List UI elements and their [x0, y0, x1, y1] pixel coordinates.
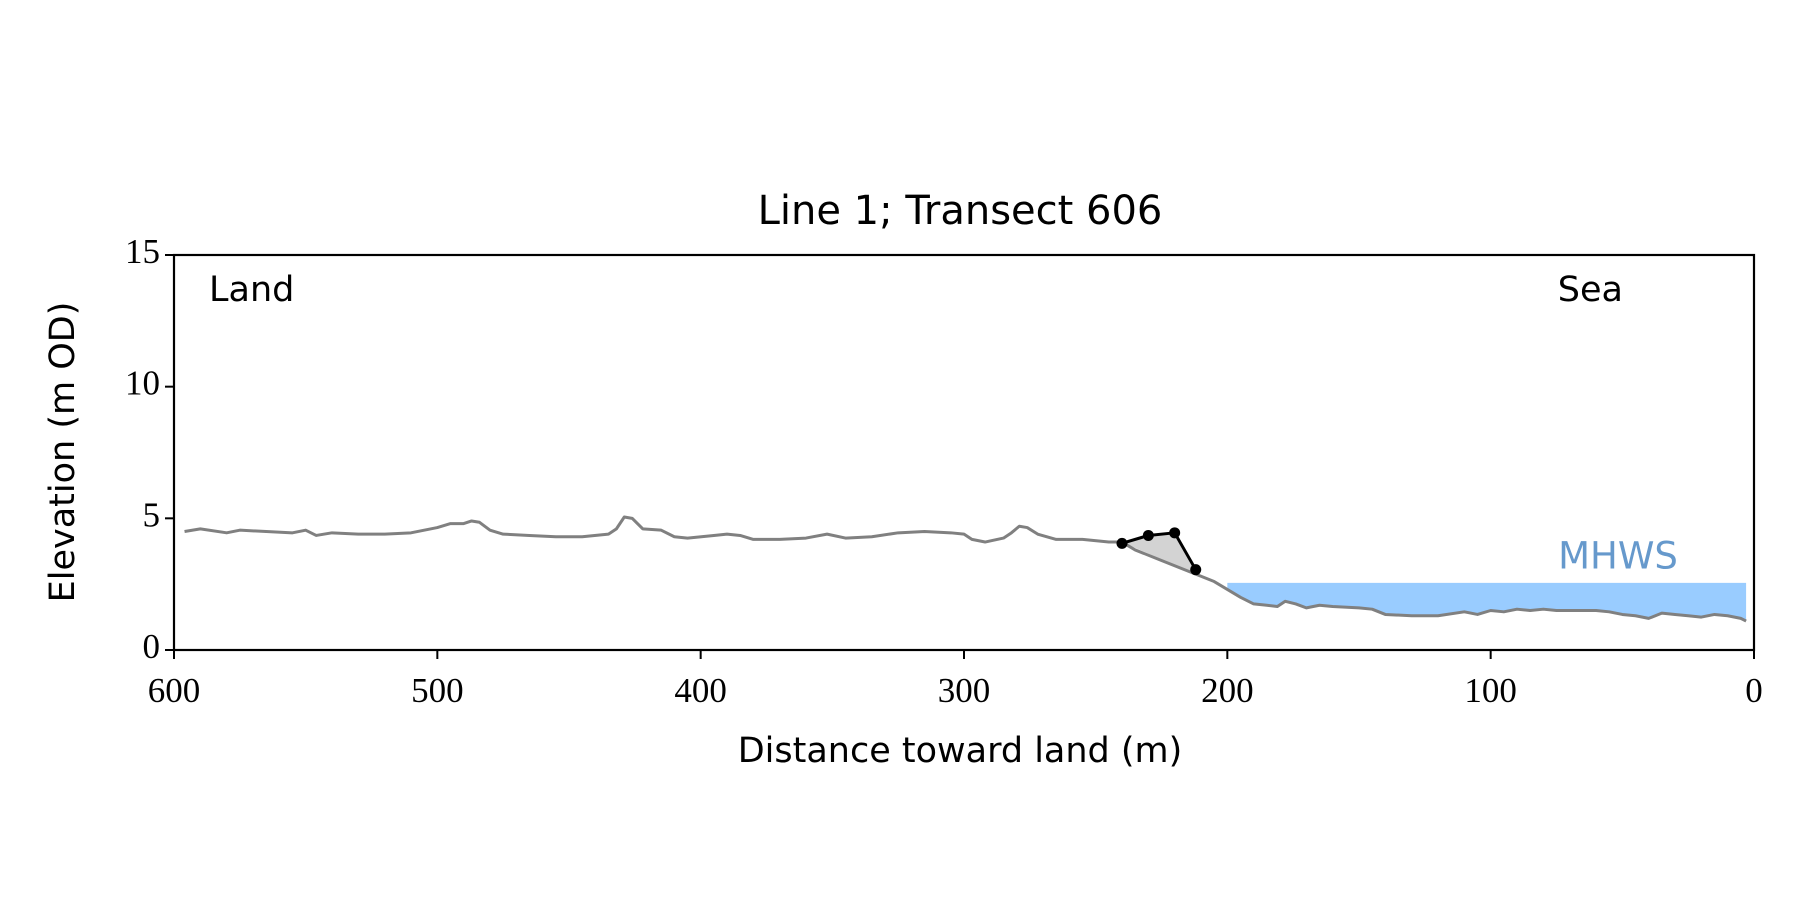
point	[1190, 564, 1202, 576]
y-tick-label: 10	[125, 364, 160, 403]
mhws-area	[1227, 582, 1747, 622]
x-tick-label: 100	[1464, 671, 1517, 710]
mhws-label: MHWS	[1558, 535, 1678, 578]
point	[1142, 529, 1154, 541]
x-tick-label: 600	[148, 671, 201, 710]
annotation: Land	[209, 270, 294, 310]
point	[1169, 527, 1181, 539]
series-line	[1121, 531, 1198, 571]
difference-area	[1122, 532, 1196, 575]
y-axis-label: Elevation (m OD)	[43, 302, 83, 603]
y-tick-label: 15	[125, 232, 160, 271]
series-line	[184, 515, 1747, 623]
x-axis-label: Distance toward land (m)	[738, 731, 1183, 771]
y-tick-label: 5	[143, 495, 161, 534]
x-tick-label: 0	[1745, 671, 1763, 710]
y-tick-label: 0	[143, 627, 161, 666]
annotation: Sea	[1558, 270, 1623, 310]
x-tick-label: 400	[674, 671, 727, 710]
point	[1116, 537, 1128, 549]
chart-title: Line 1; Transect 606	[758, 188, 1163, 234]
x-tick-label: 500	[411, 671, 464, 710]
x-tick-label: 300	[938, 671, 991, 710]
x-tick-label: 200	[1201, 671, 1254, 710]
